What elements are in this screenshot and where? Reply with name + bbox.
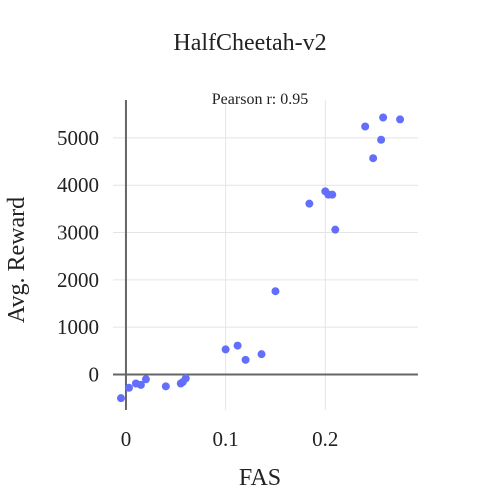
scatter-point xyxy=(141,375,150,384)
y-tick-label: 2000 xyxy=(57,268,99,292)
scatter-point xyxy=(181,374,190,383)
scatter-point xyxy=(377,135,386,144)
chart-title: HalfCheetah-v2 xyxy=(173,30,326,56)
grid xyxy=(113,100,418,410)
y-tick-label: 0 xyxy=(89,363,100,387)
scatter-point xyxy=(328,190,337,199)
scatter-point xyxy=(124,383,133,392)
y-axis-title: Avg. Reward xyxy=(4,197,30,323)
x-tick-label: 0 xyxy=(121,427,132,451)
scatter-point xyxy=(361,122,370,131)
scatter-point xyxy=(396,115,405,124)
tick-labels: 0 1000 2000 3000 4000 5000 0 0.1 0.2 xyxy=(57,126,338,451)
scatter-point xyxy=(233,341,242,350)
data-points xyxy=(116,113,405,403)
x-tick-label: 0.2 xyxy=(312,427,338,451)
y-tick-label: 4000 xyxy=(57,173,99,197)
x-axis-title: FAS xyxy=(239,465,281,491)
pearson-annotation: Pearson r: 0.95 xyxy=(212,91,308,108)
scatter-point xyxy=(305,199,314,208)
scatter-point xyxy=(161,382,170,391)
y-tick-label: 1000 xyxy=(57,315,99,339)
y-tick-label: 5000 xyxy=(57,126,99,150)
y-tick-label: 3000 xyxy=(57,221,99,245)
scatter-point xyxy=(379,113,388,122)
scatter-point xyxy=(257,350,266,359)
scatter-point xyxy=(136,380,145,389)
scatter-point xyxy=(241,355,250,364)
scatter-point xyxy=(221,345,230,354)
scatter-point xyxy=(116,394,125,403)
x-tick-label: 0.1 xyxy=(213,427,239,451)
scatter-point xyxy=(369,154,378,163)
scatter-point xyxy=(271,287,280,296)
scatter-point xyxy=(331,225,340,234)
